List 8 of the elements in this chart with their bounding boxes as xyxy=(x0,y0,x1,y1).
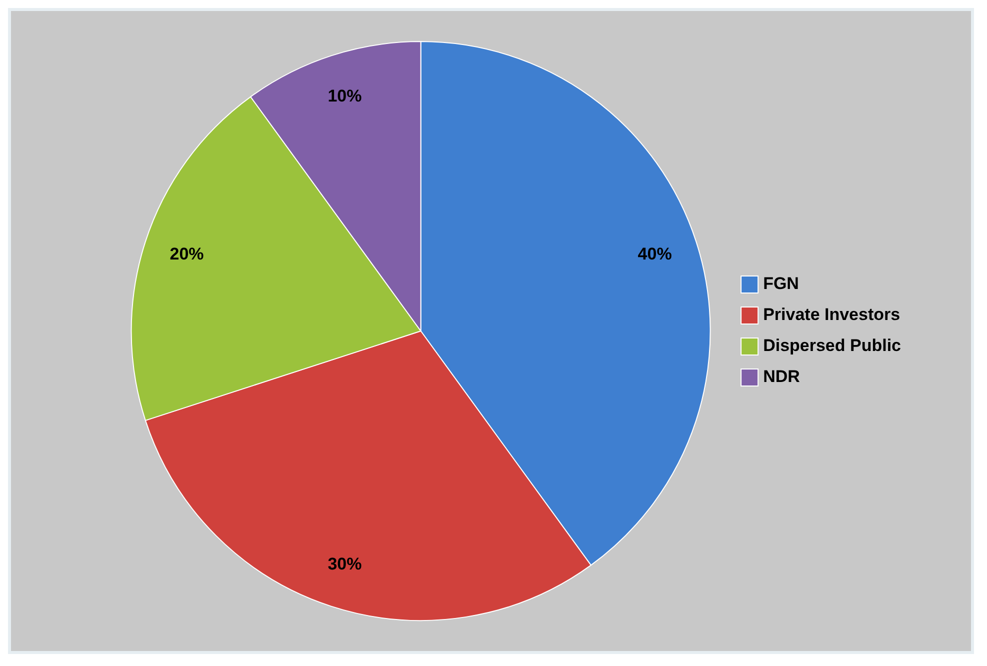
data-label: 30% xyxy=(328,554,362,574)
legend-label: Private Investors xyxy=(763,305,900,324)
data-label: 20% xyxy=(170,244,204,264)
data-label: 40% xyxy=(638,244,672,264)
legend-label: Dispersed Public xyxy=(763,336,902,356)
data-label: 10% xyxy=(328,86,362,106)
legend-label: NDR xyxy=(763,367,800,386)
legend-label: FGN xyxy=(763,274,799,294)
